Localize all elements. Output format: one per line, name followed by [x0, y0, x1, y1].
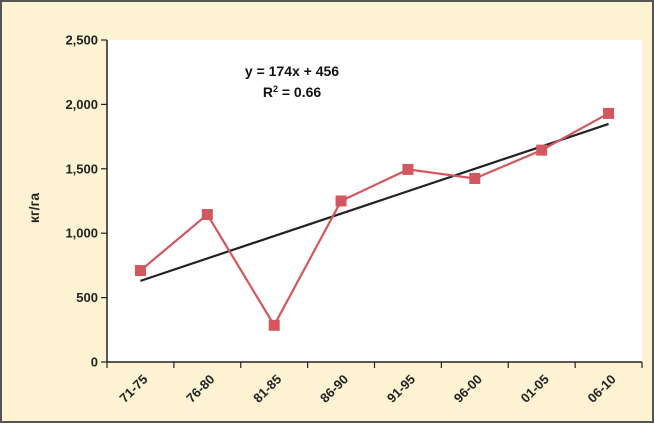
- y-tick-label: 1,000: [65, 226, 98, 241]
- r-squared-prefix: R: [263, 84, 273, 100]
- y-tick-label: 500: [76, 290, 98, 305]
- data-point-marker: [469, 172, 481, 184]
- data-point-marker: [268, 319, 280, 331]
- x-tick-label: 81-85: [250, 372, 284, 406]
- data-point-marker: [335, 195, 347, 207]
- series-line: [139, 112, 610, 328]
- r-squared-label: R2 = 0.66: [263, 84, 322, 100]
- trendline-equation: y = 174x + 456: [245, 63, 339, 79]
- y-tick-label: 2,000: [65, 97, 98, 112]
- y-axis-label: кг/га: [26, 193, 42, 224]
- x-axis: 71-75 76-80 81-85 86-90 91-95 96-00 01-05 06-10: [106, 361, 643, 406]
- y-tick-label: 2,500: [65, 33, 98, 48]
- x-tick-label: 91-95: [384, 372, 418, 406]
- y-tick-label: 1,500: [65, 161, 98, 176]
- r-squared-value: = 0.66: [278, 84, 321, 100]
- x-tick-label: 76-80: [183, 372, 217, 406]
- y-axis: 0 500 1,000 1,500 2,000 2,500: [65, 33, 108, 370]
- data-point-marker: [134, 265, 146, 277]
- trendline: [140, 122, 609, 282]
- x-tick-label: 96-00: [451, 372, 485, 406]
- r-squared-sup: 2: [273, 84, 278, 94]
- data-point-marker: [201, 209, 213, 221]
- x-tick-label: 71-75: [116, 372, 150, 406]
- plot-area: [107, 40, 642, 362]
- x-tick-label: 86-90: [317, 372, 351, 406]
- data-point-marker: [603, 107, 615, 119]
- x-tick-label: 06-10: [585, 372, 619, 406]
- y-tick-label: 0: [91, 355, 98, 370]
- data-point-marker: [536, 144, 548, 156]
- series-group: [134, 107, 615, 331]
- x-tick-label: 01-05: [518, 372, 552, 406]
- data-point-marker: [402, 163, 414, 175]
